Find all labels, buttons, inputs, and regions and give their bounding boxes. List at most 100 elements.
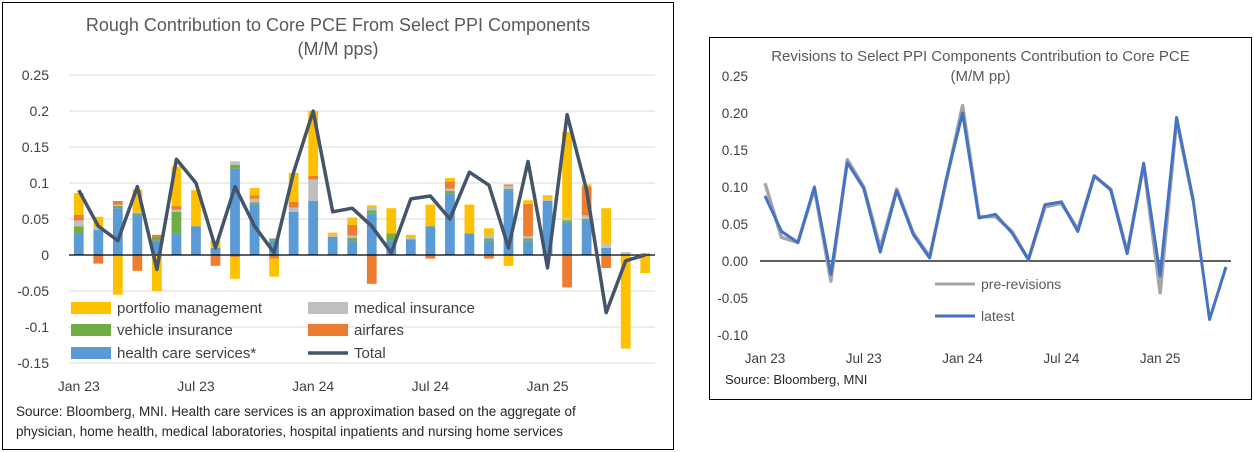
bar-portfolio_management xyxy=(640,255,651,273)
y-tick-label: 0.1 xyxy=(30,175,50,191)
bar-health_care_services xyxy=(171,233,182,255)
bar-portfolio_management xyxy=(132,189,143,212)
bar-health_care_services xyxy=(405,239,416,255)
y-tick-label: 0.2 xyxy=(30,103,50,119)
legend-swatch-health_care_services xyxy=(71,347,111,359)
bar-airfares xyxy=(347,224,358,236)
bar-medical_insurance xyxy=(445,188,455,191)
bar-health_care_services xyxy=(601,247,612,255)
bar-airfares xyxy=(269,255,279,259)
revisions-line-chart: 0.25 0.20 0.15 0.10 0.05 0.00 -0.05 -0.10 Jan 23… xyxy=(717,69,1231,366)
right-title-line1: Revisions to Select PPI Components Contr… xyxy=(771,48,1190,65)
bar-health_care_services xyxy=(347,240,358,255)
bar-portfolio_management xyxy=(425,204,436,227)
bar-health_care_services xyxy=(73,233,84,255)
y-tick-label: 0.15 xyxy=(22,139,49,155)
bar-portfolio_management xyxy=(464,204,475,234)
y-tick-label: 0.05 xyxy=(722,217,748,232)
legend-label-vehicle_insurance: vehicle insurance xyxy=(117,322,233,339)
bar-portfolio_management xyxy=(484,228,494,236)
legend-label-total: Total xyxy=(354,345,386,362)
bar-vehicle_insurance xyxy=(503,188,514,191)
legend-swatch-airfares xyxy=(308,324,348,336)
right-chart-title: Revisions to Select PPI Components Contr… xyxy=(710,47,1251,87)
x-tick-label: Jan 24 xyxy=(942,351,983,366)
bar-health_care_services xyxy=(327,237,338,255)
bar-airfares xyxy=(73,214,84,221)
bar-medical_insurance xyxy=(484,235,494,239)
bar-vehicle_insurance xyxy=(484,238,494,241)
left-title-line2: (M/M pps) xyxy=(297,39,379,59)
bar-portfolio_management xyxy=(308,111,319,176)
bar-portfolio_management xyxy=(386,208,397,234)
bar-portfolio_management xyxy=(445,177,455,182)
bar-medical_insurance xyxy=(405,237,416,240)
x-tick-label: Jul 24 xyxy=(412,378,450,394)
bar-vehicle_insurance xyxy=(386,233,397,241)
y-tick-label: -0.15 xyxy=(17,355,49,371)
bar-vehicle_insurance xyxy=(249,202,260,205)
legend-label-pre_revisions: pre-revisions xyxy=(981,276,1061,292)
bar-portfolio_management xyxy=(269,258,279,277)
bar-vehicle_insurance xyxy=(445,190,455,194)
bar-medical_insurance xyxy=(366,207,377,211)
bar-health_care_services xyxy=(581,220,592,255)
x-tick-label: Jan 25 xyxy=(527,378,569,394)
bar-portfolio_management xyxy=(562,131,572,219)
bar-medical_insurance xyxy=(542,198,553,201)
legend-label-health_care_services: health care services* xyxy=(117,345,256,362)
x-tick-label: Jan 23 xyxy=(58,378,100,394)
bar-health_care_services xyxy=(191,226,201,255)
x-tick-label: Jan 23 xyxy=(745,351,786,366)
bar-portfolio_management xyxy=(620,255,631,349)
y-tick-label: -0.10 xyxy=(717,328,748,343)
bar-medical_insurance xyxy=(581,215,592,219)
bar-medical_insurance xyxy=(620,252,631,255)
bar-medical_insurance xyxy=(288,207,299,212)
bar-airfares xyxy=(288,201,299,208)
bar-portfolio_management xyxy=(327,232,338,235)
bar-medical_insurance xyxy=(308,179,319,201)
bar-portfolio_management xyxy=(152,255,162,291)
bar-health_care_services xyxy=(464,233,475,255)
bar-vehicle_insurance xyxy=(73,226,84,234)
bar-health_care_services xyxy=(230,168,240,255)
bar-medical_insurance xyxy=(347,235,358,238)
x-tick-label: Jul 23 xyxy=(846,351,882,366)
bar-vehicle_insurance xyxy=(152,237,162,241)
bar-medical_insurance xyxy=(132,211,143,214)
bar-medical_insurance xyxy=(73,220,84,227)
bar-vehicle_insurance xyxy=(562,220,572,223)
bar-health_care_services xyxy=(445,193,455,255)
bar-medical_insurance xyxy=(249,198,260,203)
y-tick-label: -0.1 xyxy=(25,319,49,335)
bar-health_care_services xyxy=(308,201,319,255)
bar-vehicle_insurance xyxy=(132,213,143,216)
y-tick-label: 0.25 xyxy=(22,67,49,83)
bar-health_care_services xyxy=(425,226,436,255)
bar-airfares xyxy=(445,181,455,189)
bar-health_care_services xyxy=(152,240,162,255)
y-tick-label: 0.20 xyxy=(722,106,748,121)
bar-airfares xyxy=(230,255,240,258)
right-chart-panel: Revisions to Select PPI Components Contr… xyxy=(709,37,1252,400)
bar-health_care_services xyxy=(132,215,143,255)
series-line-latest xyxy=(763,111,1228,321)
bar-medical_insurance xyxy=(230,161,240,165)
bar-portfolio_management xyxy=(230,257,240,279)
bar-portfolio_management xyxy=(366,205,377,208)
bar-portfolio_management xyxy=(503,255,514,266)
bar-portfolio_management xyxy=(93,216,104,228)
y-tick-label: 0.00 xyxy=(722,254,748,269)
bar-vehicle_insurance xyxy=(269,238,279,241)
bar-vehicle_insurance xyxy=(230,165,240,169)
left-source-line2: physician, home health, medical laborato… xyxy=(16,424,564,439)
bar-portfolio_management xyxy=(601,208,612,245)
bar-vehicle_insurance xyxy=(112,206,123,209)
x-tick-label: Jul 23 xyxy=(177,378,215,394)
bar-vehicle_insurance xyxy=(347,237,358,241)
left-chart-panel: Rough Contribution to Core PCE From Sele… xyxy=(2,2,674,450)
bar-medical_insurance xyxy=(93,227,104,230)
bar-portfolio_management xyxy=(405,234,416,237)
bar-health_care_services xyxy=(562,222,572,255)
